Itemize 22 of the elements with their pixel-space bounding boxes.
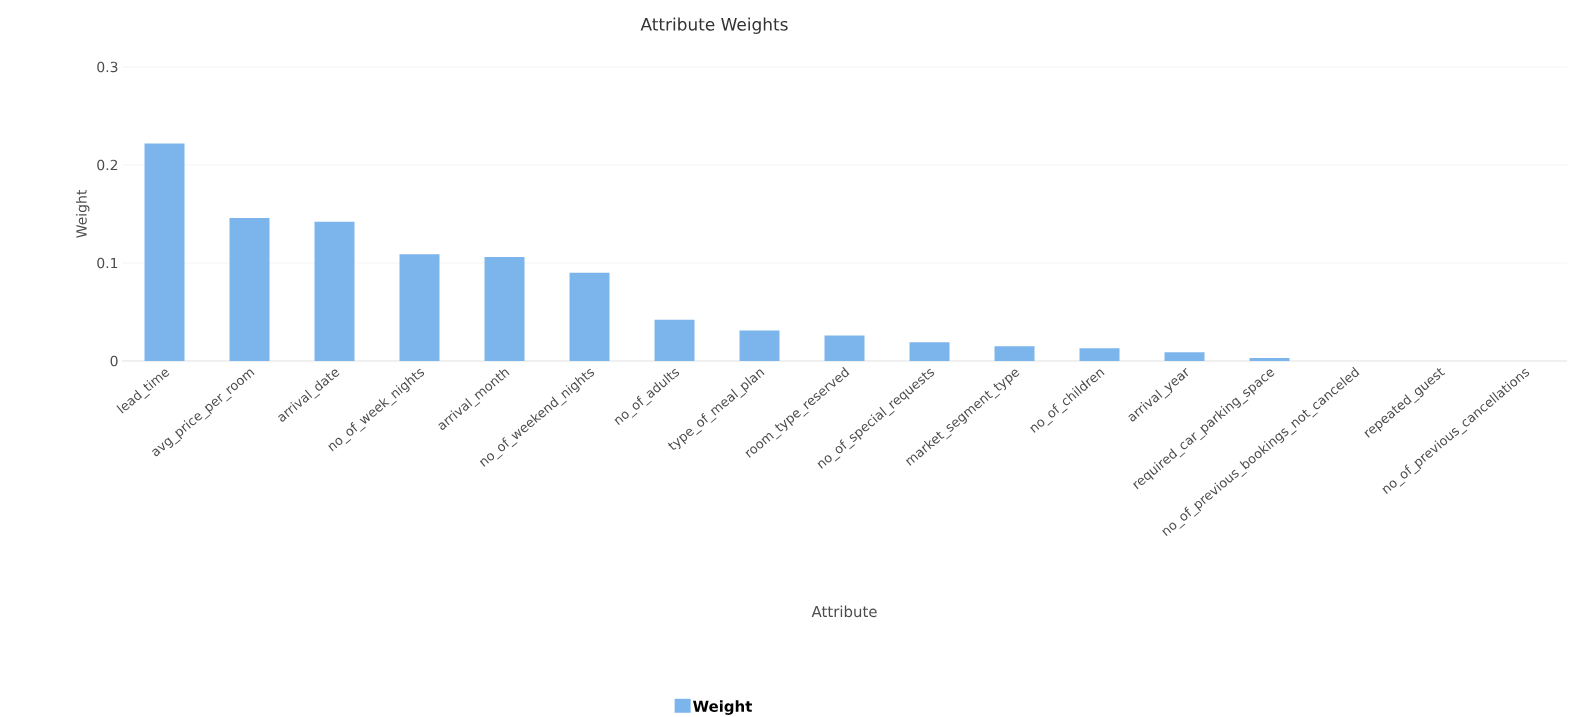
bar [1079, 348, 1120, 361]
bar [1164, 352, 1205, 361]
x-axis-title: Attribute [811, 605, 877, 618]
legend-label: Weight [693, 700, 752, 715]
bar [824, 335, 865, 361]
bar [399, 254, 440, 361]
bar [1249, 357, 1290, 361]
bar [994, 346, 1035, 361]
bar [909, 342, 950, 361]
bar [654, 319, 695, 361]
bar [739, 330, 780, 361]
bar [314, 221, 355, 361]
y-tick-label: 0.2 [97, 159, 118, 171]
y-tick-label: 0.3 [97, 61, 118, 73]
bar [569, 272, 610, 361]
bar [229, 217, 270, 361]
bar [144, 143, 185, 361]
chart-title: Attribute Weights [640, 17, 788, 34]
y-axis-title: Weight [75, 189, 90, 238]
bar [484, 257, 525, 361]
y-tick-label: 0.1 [97, 257, 118, 269]
y-tick-label: 0 [110, 355, 118, 367]
